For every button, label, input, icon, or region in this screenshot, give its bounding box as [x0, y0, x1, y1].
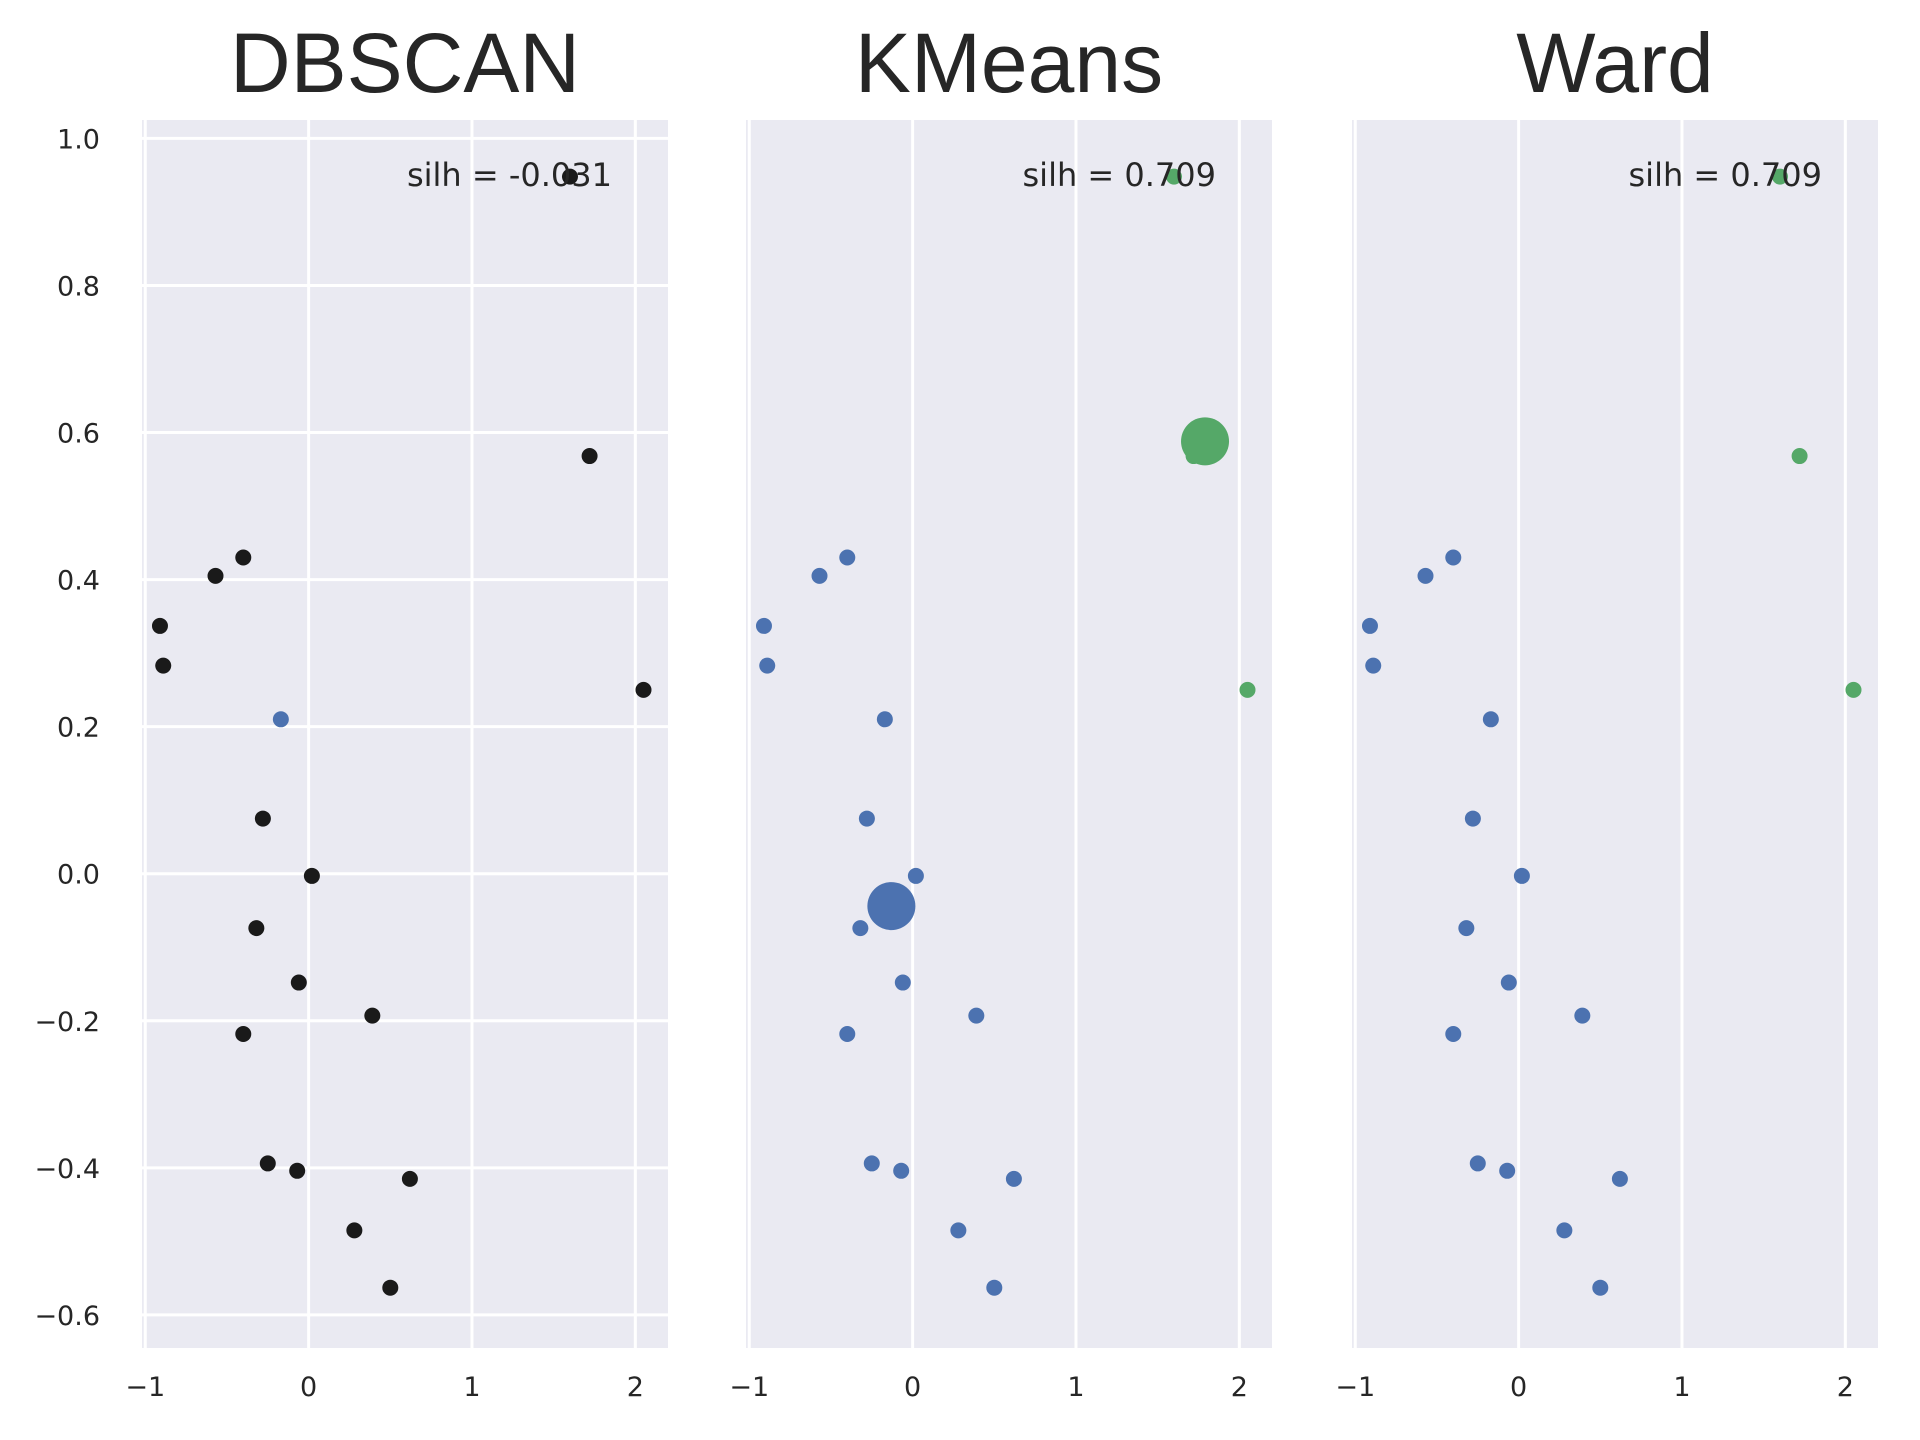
y-tick-label: 0.0 [57, 860, 100, 891]
data-point [876, 711, 893, 728]
data-point [1771, 168, 1788, 185]
x-tick-label: −1 [1335, 1372, 1375, 1403]
panel-title: KMeans [855, 16, 1163, 110]
x-tick-label: 1 [1673, 1372, 1690, 1403]
data-point [1513, 867, 1530, 884]
data-point [151, 617, 168, 634]
data-point [1458, 920, 1475, 937]
data-point [968, 1007, 985, 1024]
data-point [986, 1279, 1003, 1296]
plot-area [746, 120, 1272, 1348]
data-point [1611, 1170, 1628, 1187]
y-tick-label: 0.6 [57, 419, 100, 450]
y-tick-label: 0.8 [57, 271, 100, 302]
panel-dbscan: −1 0 1 2 −0.6 −0.4 −0.2 0.0 0.2 0.4 0.6 0.8 1.0 DBSCA… [34, 16, 668, 1403]
data-point [259, 1155, 276, 1172]
plot-area [1352, 120, 1878, 1348]
data-point [272, 711, 289, 728]
data-point [1445, 1026, 1462, 1043]
x-tick-label: 1 [1067, 1372, 1084, 1403]
data-point [364, 1007, 381, 1024]
data-point [346, 1222, 363, 1239]
x-tick-label: 2 [1837, 1372, 1854, 1403]
x-tick-label: −1 [729, 1372, 769, 1403]
data-point [1500, 974, 1517, 991]
y-tick-label: 0.2 [57, 713, 100, 744]
data-point [290, 974, 307, 991]
data-point [839, 1026, 856, 1043]
panel-ward: −1 0 1 2 Ward silh = 0.709 [1335, 16, 1878, 1403]
data-point [1469, 1155, 1486, 1172]
data-point [1361, 617, 1378, 634]
data-point [1365, 657, 1382, 674]
data-point [863, 1155, 880, 1172]
x-tick-label: 0 [300, 1372, 317, 1403]
x-tick-label: 0 [904, 1372, 921, 1403]
data-point [811, 567, 828, 584]
data-point [759, 657, 776, 674]
x-tick-label: −1 [125, 1372, 165, 1403]
silhouette-annotation: silh = 0.709 [1023, 156, 1217, 194]
data-point [852, 920, 869, 937]
x-tick-label: 1 [463, 1372, 480, 1403]
data-point [1845, 681, 1862, 698]
data-point [235, 549, 252, 566]
data-point [635, 681, 652, 698]
data-point [907, 867, 924, 884]
data-point [289, 1162, 306, 1179]
data-point [1239, 681, 1256, 698]
panel-title: DBSCAN [230, 16, 580, 110]
data-point [950, 1222, 967, 1239]
data-point [1482, 711, 1499, 728]
data-point [303, 867, 320, 884]
data-point [248, 920, 265, 937]
data-point [1574, 1007, 1591, 1024]
x-tick-label: 2 [627, 1372, 644, 1403]
y-tick-label: −0.4 [34, 1154, 100, 1185]
y-tick-label: 1.0 [57, 124, 100, 155]
panel-title: Ward [1516, 16, 1714, 110]
plot-area [142, 120, 668, 1348]
data-point [207, 567, 224, 584]
x-tick-label: 2 [1231, 1372, 1248, 1403]
y-tick-label: −0.6 [34, 1301, 100, 1332]
data-point [235, 1026, 252, 1043]
data-point [1791, 448, 1808, 465]
data-point [155, 657, 172, 674]
centroid-marker [1181, 417, 1230, 466]
data-point [894, 974, 911, 991]
x-tick-label: 0 [1510, 1372, 1527, 1403]
data-point [1592, 1279, 1609, 1296]
data-point [581, 448, 598, 465]
data-point [1445, 549, 1462, 566]
data-point [382, 1279, 399, 1296]
centroid-marker [867, 882, 916, 931]
data-point [858, 810, 875, 827]
panel-kmeans: −1 0 1 2 KMeans silh = 0.709 [729, 16, 1272, 1403]
data-point [561, 168, 578, 185]
data-point [1417, 567, 1434, 584]
y-tick-label: 0.4 [57, 566, 100, 597]
data-point [839, 549, 856, 566]
data-point [1499, 1162, 1516, 1179]
data-point [1556, 1222, 1573, 1239]
data-point [755, 617, 772, 634]
data-point [254, 810, 271, 827]
data-point [1165, 168, 1182, 185]
data-point [1005, 1170, 1022, 1187]
data-point [893, 1162, 910, 1179]
data-point [1464, 810, 1481, 827]
data-point [401, 1170, 418, 1187]
silhouette-annotation: silh = 0.709 [1629, 156, 1823, 194]
silhouette-annotation: silh = -0.031 [407, 156, 612, 194]
y-tick-label: −0.2 [34, 1007, 100, 1038]
